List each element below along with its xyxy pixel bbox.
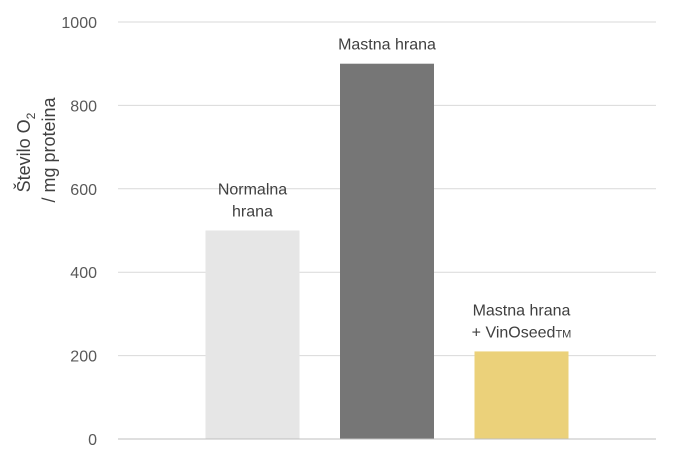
- bar-1: [205, 230, 300, 439]
- bar-3: [474, 351, 569, 439]
- y-tick-label: 1000: [61, 15, 97, 32]
- bar-label-2: Mastna hrana: [338, 37, 436, 54]
- bars: [205, 63, 569, 439]
- bar-label-3: Mastna hrana + VinOseedTM: [472, 302, 572, 341]
- y-tick-label: 400: [70, 265, 97, 282]
- y-tick-label: 800: [70, 98, 97, 115]
- y-tick-label: 600: [70, 182, 97, 199]
- y-tick-label: 200: [70, 349, 97, 366]
- y-axis-label-line1: Število O2: [13, 112, 38, 192]
- bar-2: [340, 63, 434, 439]
- bar-labels: Normalna hrana Mastna hrana Mastna hrana + V…: [218, 37, 572, 342]
- y-axis-label: Število O2 / mg proteina: [13, 96, 59, 202]
- y-axis-ticks: 0 200 400 600 800 1000: [61, 15, 97, 449]
- y-axis-label-line2: / mg proteina: [39, 96, 59, 202]
- y-tick-label: 0: [88, 432, 97, 449]
- bar-label-1: Normalna hrana: [218, 182, 287, 221]
